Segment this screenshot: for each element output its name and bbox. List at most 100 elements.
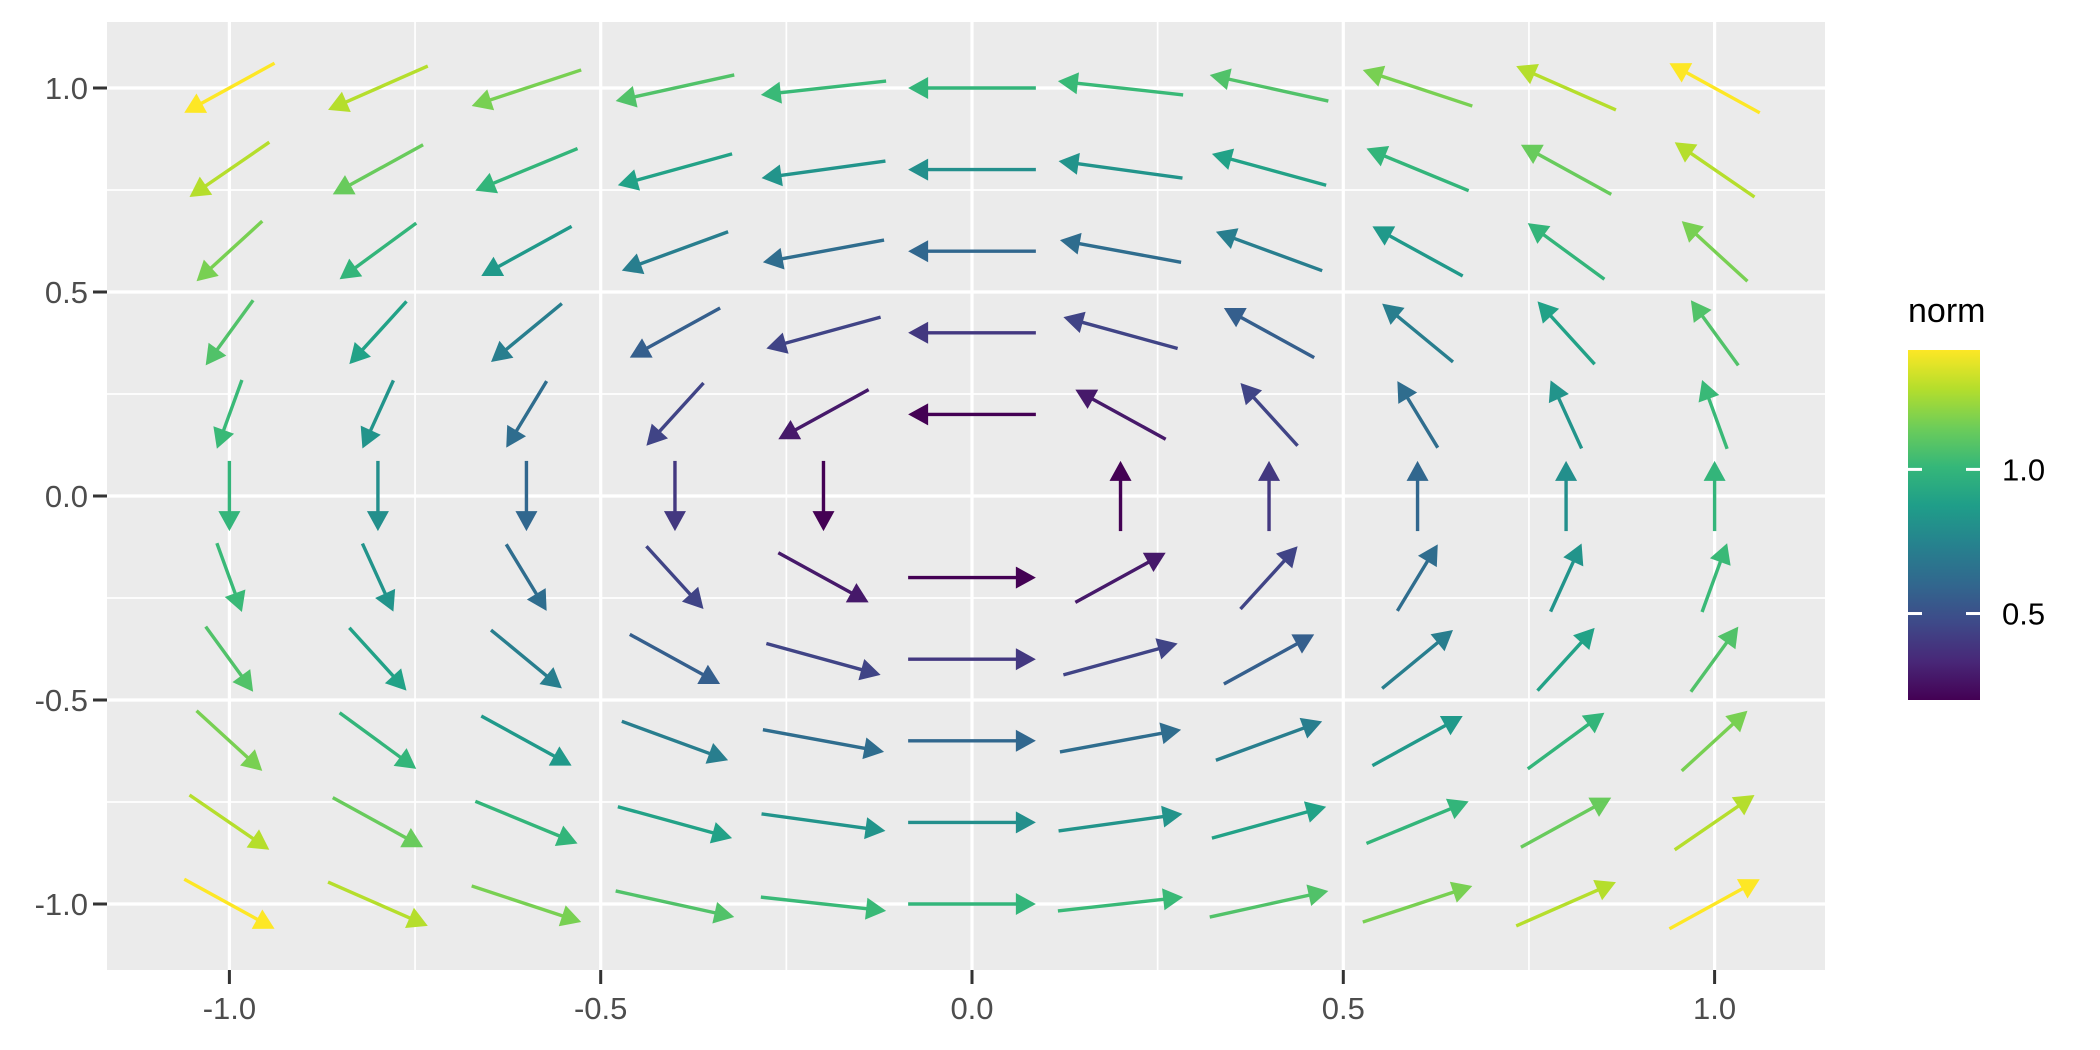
arrow-head bbox=[1397, 381, 1418, 404]
arrow-head bbox=[515, 511, 538, 532]
quiver-arrow bbox=[196, 219, 264, 282]
arrow-head bbox=[1417, 544, 1438, 568]
arrow-shaft bbox=[774, 159, 886, 179]
quiver-arrow bbox=[183, 877, 275, 929]
arrow-head bbox=[1406, 460, 1429, 481]
arrow-shaft bbox=[1085, 394, 1167, 441]
arrow-head bbox=[1537, 301, 1560, 324]
quiver-arrow bbox=[1365, 798, 1469, 846]
quiver-arrow bbox=[1240, 383, 1299, 447]
arrow-head bbox=[232, 669, 254, 692]
quiver-arrow bbox=[1397, 381, 1440, 449]
arrow-head bbox=[646, 423, 668, 446]
quiver-arrow bbox=[1209, 884, 1329, 919]
quiver-arrow bbox=[348, 626, 407, 691]
arrow-shaft bbox=[628, 632, 710, 680]
quiver-arrow bbox=[475, 146, 579, 194]
quiver-arrow bbox=[1549, 543, 1584, 613]
arrow-shaft bbox=[1377, 151, 1470, 193]
arrow-head bbox=[1731, 795, 1755, 816]
arrow-head bbox=[1162, 888, 1184, 911]
arrow-head bbox=[1303, 801, 1327, 823]
arrow-head bbox=[1223, 307, 1247, 328]
quiver-arrow bbox=[1520, 144, 1613, 196]
arrow-shaft bbox=[194, 61, 276, 109]
arrow-head bbox=[405, 907, 428, 928]
arrow-head bbox=[1516, 64, 1539, 85]
arrow-head bbox=[1717, 626, 1739, 650]
arrow-shaft bbox=[480, 714, 562, 761]
quiver-arrow bbox=[908, 729, 1036, 752]
quiver-arrow bbox=[360, 379, 395, 449]
quiver-arrow bbox=[629, 306, 721, 358]
arrow-shaft bbox=[504, 543, 542, 601]
arrow-head bbox=[184, 93, 208, 113]
quiver-arrow bbox=[621, 719, 729, 764]
arrow-shaft bbox=[1689, 636, 1733, 693]
arrow-shaft bbox=[760, 895, 874, 912]
arrow-shaft bbox=[204, 625, 247, 683]
quiver-arrow bbox=[1371, 715, 1463, 768]
quiver-arrow bbox=[1555, 460, 1578, 532]
quiver-arrow bbox=[1526, 712, 1605, 771]
arrow-head bbox=[548, 746, 572, 766]
arrow-shaft bbox=[1531, 149, 1613, 196]
arrow-head bbox=[1063, 311, 1086, 334]
arrow-shaft bbox=[204, 219, 264, 274]
arrow-head bbox=[1372, 226, 1396, 246]
arrow-head bbox=[862, 737, 885, 760]
quiver-arrow bbox=[1689, 626, 1739, 693]
arrow-head bbox=[1161, 805, 1183, 828]
arrow-shaft bbox=[1549, 554, 1578, 613]
arrow-shaft bbox=[627, 73, 735, 100]
quiver-arrow bbox=[762, 238, 885, 270]
arrow-head bbox=[240, 749, 263, 771]
arrow-shaft bbox=[765, 641, 869, 674]
arrow-shaft bbox=[1402, 391, 1440, 449]
quiver-arrow bbox=[1057, 888, 1184, 913]
legend: norm 1.0 0.5 bbox=[1908, 292, 2045, 700]
quiver-arrow bbox=[1406, 460, 1429, 532]
quiver-arrow bbox=[1209, 68, 1329, 103]
arrow-head bbox=[349, 341, 371, 365]
quiver-arrow bbox=[366, 460, 389, 532]
quiver-arrow bbox=[349, 300, 408, 365]
quiver-arrow bbox=[184, 61, 276, 113]
arrow-head bbox=[471, 89, 495, 111]
arrow-head bbox=[328, 91, 351, 112]
x-axis: -1.0 -0.5 0.0 0.5 1.0 bbox=[203, 970, 1736, 1026]
arrow-head bbox=[554, 825, 578, 847]
quiver-arrow bbox=[646, 381, 705, 446]
arrow-head bbox=[1057, 72, 1079, 95]
y-axis: 1.0 0.5 0.0 -0.5 -1.0 bbox=[35, 71, 107, 922]
arrow-shaft bbox=[511, 380, 549, 438]
arrow-head bbox=[506, 424, 527, 448]
quiver-arrow bbox=[1673, 795, 1755, 852]
arrow-shaft bbox=[645, 545, 697, 601]
arrow-head bbox=[218, 511, 241, 532]
quiver-arrow bbox=[908, 893, 1036, 915]
quiver-arrow bbox=[621, 230, 729, 275]
quiver-arrow bbox=[663, 460, 686, 532]
quiver-arrow bbox=[331, 796, 424, 848]
quiver-arrow bbox=[1362, 881, 1473, 924]
arrow-head bbox=[539, 667, 562, 689]
quiver-arrow bbox=[1074, 552, 1166, 604]
arrow-head bbox=[1159, 722, 1182, 745]
quiver-arrow bbox=[360, 542, 396, 612]
quiver-arrow bbox=[615, 889, 735, 924]
arrow-head bbox=[1382, 303, 1405, 325]
legend-tick-labels: 1.0 0.5 bbox=[2002, 452, 2045, 631]
quiver-arrow bbox=[327, 880, 428, 928]
legend-tick-label: 1.0 bbox=[2002, 452, 2045, 487]
quiver-arrow bbox=[908, 648, 1036, 671]
quiver-arrow bbox=[908, 321, 1036, 344]
quiver-arrow bbox=[628, 632, 721, 685]
arrow-head bbox=[1709, 543, 1731, 566]
quiver-arrow bbox=[480, 714, 572, 766]
arrow-shaft bbox=[1382, 231, 1464, 278]
arrow-shaft bbox=[1234, 312, 1316, 360]
y-tick-label: 0.5 bbox=[45, 275, 88, 310]
